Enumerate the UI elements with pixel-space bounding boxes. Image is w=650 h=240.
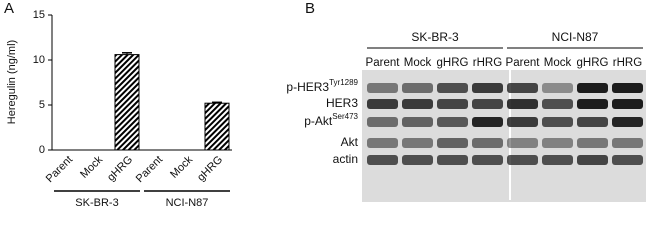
y-tick-label: 5 (39, 99, 45, 111)
band (367, 83, 398, 93)
y-tick-label: 15 (33, 9, 45, 21)
lane-label: Mock (544, 57, 572, 69)
row-label-text: p-HER3 (286, 80, 329, 94)
band (367, 138, 398, 148)
row-label: HER3 (326, 96, 358, 110)
band (542, 138, 573, 148)
row-label: p-AktSer473 (304, 112, 358, 128)
x-tick-label: Parent (134, 154, 165, 185)
row-label-text: actin (333, 152, 358, 166)
lane-label: Mock (404, 57, 432, 69)
x-tick-label: gHRG (105, 154, 135, 184)
band (577, 117, 608, 127)
row-label-superscript: Tyr1289 (329, 78, 358, 87)
band (577, 138, 608, 148)
band (472, 83, 503, 93)
band (612, 117, 643, 127)
group-label: NCI-N87 (166, 197, 209, 209)
x-tick-label: Mock (78, 153, 105, 180)
lane-label: Parent (366, 57, 401, 69)
y-axis-label: Heregulin (ng/ml) (6, 40, 18, 124)
band (507, 117, 538, 127)
band (612, 99, 643, 109)
x-tick-label: Parent (44, 154, 75, 185)
lane-label: gHRG (437, 57, 469, 69)
row-label-text: p-Akt (304, 114, 333, 128)
row-label: Akt (341, 135, 359, 149)
row-label-text: Akt (341, 135, 359, 149)
x-tick-label: gHRG (195, 154, 225, 184)
band (577, 155, 608, 165)
band (542, 83, 573, 93)
row-label: p-HER3Tyr1289 (286, 78, 358, 94)
lane-label: rHRG (613, 57, 642, 69)
band (472, 99, 503, 109)
band (367, 117, 398, 127)
band (507, 138, 538, 148)
band (542, 99, 573, 109)
band (472, 117, 503, 127)
y-tick-label: 0 (39, 144, 45, 156)
band (437, 155, 468, 165)
band (507, 99, 538, 109)
y-tick-label: 10 (33, 54, 45, 66)
panel-label: B (305, 0, 315, 17)
lane-label: rHRG (473, 57, 502, 69)
band (612, 83, 643, 93)
row-label-superscript: Ser473 (332, 112, 358, 121)
group-label: SK-BR-3 (75, 197, 118, 209)
band (612, 138, 643, 148)
band (542, 117, 573, 127)
error-bar (212, 101, 222, 104)
blot-group-label: NCI-N87 (552, 30, 599, 44)
row-label-text: HER3 (326, 96, 358, 110)
band (507, 83, 538, 93)
band (402, 99, 433, 109)
lane-label: gHRG (577, 57, 609, 69)
band (542, 155, 573, 165)
band (402, 83, 433, 93)
bar (204, 102, 230, 151)
band (402, 117, 433, 127)
band (367, 99, 398, 109)
row-label: actin (333, 152, 358, 166)
panel-label: A (4, 0, 14, 17)
band (437, 138, 468, 148)
blot-group-label: SK-BR-3 (411, 30, 459, 44)
lane-label: Parent (506, 57, 541, 69)
band (612, 155, 643, 165)
bar (114, 54, 140, 151)
band (402, 138, 433, 148)
band (437, 117, 468, 127)
x-tick-label: Mock (168, 153, 195, 180)
band (577, 99, 608, 109)
error-bar (122, 52, 132, 55)
band (472, 138, 503, 148)
band (437, 83, 468, 93)
band (402, 155, 433, 165)
band (577, 83, 608, 93)
band (437, 99, 468, 109)
band (367, 155, 398, 165)
band (472, 155, 503, 165)
band (507, 155, 538, 165)
